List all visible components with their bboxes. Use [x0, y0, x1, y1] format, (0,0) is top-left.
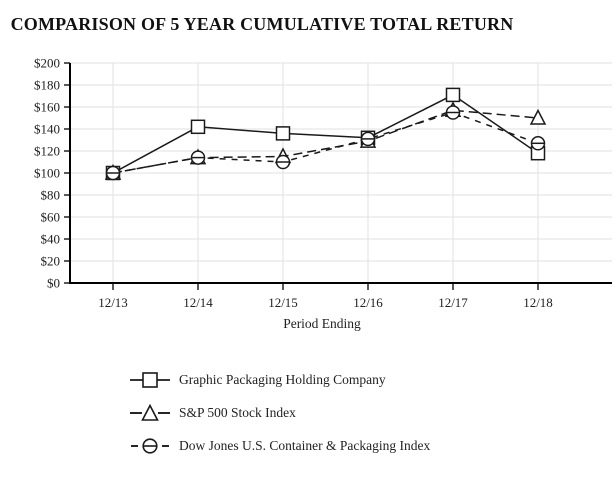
legend-item-sp500: S&P 500 Stock Index	[130, 396, 430, 429]
legend-label: Dow Jones U.S. Container & Packaging Ind…	[179, 437, 431, 453]
svg-text:$80: $80	[41, 188, 61, 203]
svg-text:$180: $180	[34, 78, 60, 93]
line-chart-plot: $0 $20 $40 $60 $80 $100 $120 $140 $160 $180 $200 12…	[34, 56, 612, 310]
svg-text:$200: $200	[34, 56, 60, 71]
svg-text:$0: $0	[47, 276, 60, 291]
chart-title: COMPARISON OF 5 YEAR CUMULATIVE TOTAL RE…	[10, 14, 514, 34]
svg-text:12/18: 12/18	[523, 295, 553, 310]
svg-text:12/17: 12/17	[438, 295, 468, 310]
svg-text:$20: $20	[41, 254, 61, 269]
svg-text:$60: $60	[41, 210, 61, 225]
legend-label: S&P 500 Stock Index	[179, 404, 296, 420]
svg-text:$160: $160	[34, 100, 60, 115]
svg-text:12/13: 12/13	[98, 295, 128, 310]
svg-text:12/16: 12/16	[353, 295, 383, 310]
svg-text:$100: $100	[34, 166, 60, 181]
svg-text:$40: $40	[41, 232, 61, 247]
chart-legend: Graphic Packaging Holding Company S&P 50…	[130, 363, 430, 462]
legend-square-solid-line-icon	[130, 371, 170, 388]
x-axis-title: Period Ending	[283, 316, 361, 331]
svg-text:$120: $120	[34, 144, 60, 159]
legend-item-graphic-packaging: Graphic Packaging Holding Company	[130, 363, 430, 396]
svg-text:$140: $140	[34, 122, 60, 137]
legend-triangle-dashed-line-icon	[130, 403, 170, 421]
svg-text:12/15: 12/15	[268, 295, 298, 310]
svg-text:12/14: 12/14	[183, 295, 213, 310]
legend-label: Graphic Packaging Holding Company	[179, 371, 386, 387]
legend-circle-dashed-line-icon	[131, 437, 169, 454]
legend-item-dow-jones-container: Dow Jones U.S. Container & Packaging Ind…	[130, 429, 430, 462]
